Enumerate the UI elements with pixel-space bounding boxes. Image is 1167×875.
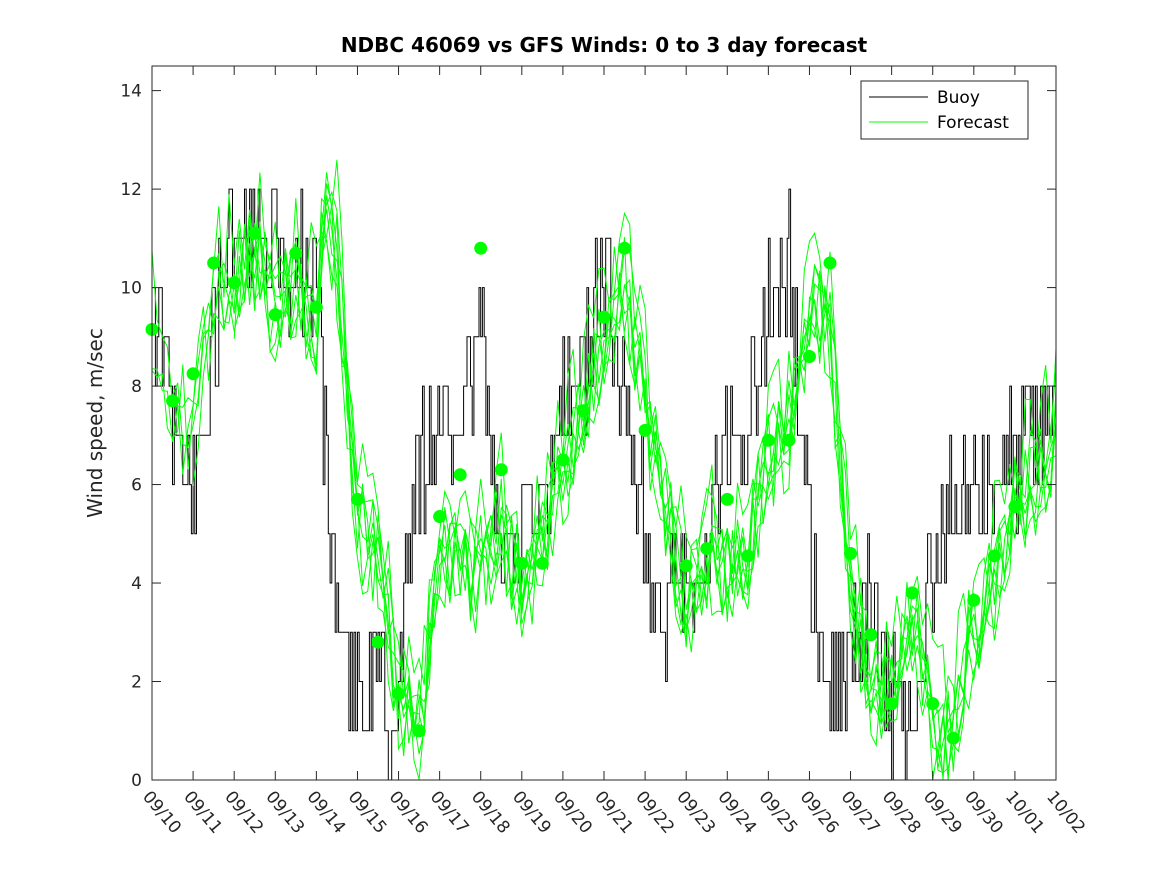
forecast-point <box>474 241 488 255</box>
forecast-point <box>700 542 714 556</box>
forecast-point <box>556 453 570 467</box>
forecast-point <box>946 731 960 745</box>
y-tick-label: 12 <box>120 180 142 200</box>
forecast-point <box>679 559 693 573</box>
forecast-point <box>885 697 899 711</box>
y-tick-label: 10 <box>120 279 142 299</box>
forecast-point <box>268 308 282 322</box>
forecast-point <box>987 549 1001 563</box>
legend-buoy-label: Buoy <box>937 88 980 108</box>
legend-forecast-label: Forecast <box>937 113 1009 133</box>
forecast-point <box>905 586 919 600</box>
forecast-point <box>782 433 796 447</box>
forecast-point <box>761 433 775 447</box>
forecast-point <box>392 687 406 701</box>
y-axis: 0 2 4 6 8 10 12 14 <box>120 82 1056 791</box>
forecast-point <box>371 635 385 649</box>
forecast-point <box>412 724 426 738</box>
forecast-point <box>248 226 262 240</box>
forecast-series-layer <box>151 159 1057 781</box>
forecast-point <box>741 549 755 563</box>
forecast-series-line <box>213 183 1057 781</box>
chart-title: NDBC 46069 vs GFS Winds: 0 to 3 day fore… <box>341 33 868 57</box>
forecast-series-line <box>151 159 1057 733</box>
forecast-point <box>1008 500 1022 514</box>
y-tick-label: 2 <box>131 673 142 693</box>
forecast-point <box>802 350 816 364</box>
y-tick-label: 4 <box>131 574 142 594</box>
forecast-point <box>967 593 981 607</box>
forecast-point <box>515 556 529 570</box>
legend-box <box>860 80 1029 140</box>
forecast-point <box>535 556 549 570</box>
y-tick-label: 8 <box>131 377 142 397</box>
forecast-point <box>618 241 632 255</box>
forecast-series-line <box>192 195 1057 780</box>
forecast-point <box>309 300 323 314</box>
forecast-point <box>207 256 221 270</box>
forecast-point <box>433 510 447 524</box>
forecast-series-line <box>254 208 1057 780</box>
forecast-points-layer <box>145 226 1022 745</box>
forecast-point <box>494 463 508 477</box>
forecast-point <box>597 310 611 324</box>
forecast-point <box>823 256 837 270</box>
forecast-point <box>186 367 200 381</box>
forecast-point <box>864 628 878 642</box>
y-tick-label: 0 <box>131 771 142 791</box>
y-tick-label: 14 <box>120 82 142 102</box>
forecast-point <box>926 697 940 711</box>
forecast-point <box>453 468 467 482</box>
legend: Buoy Forecast <box>860 80 1029 140</box>
forecast-point <box>166 394 180 408</box>
forecast-point <box>350 492 364 506</box>
forecast-point <box>576 404 590 418</box>
forecast-point <box>720 492 734 506</box>
forecast-point <box>638 423 652 437</box>
y-axis-label: Wind speed, m/sec <box>83 328 107 518</box>
forecast-point <box>227 276 241 290</box>
forecast-point <box>289 246 303 260</box>
forecast-point <box>844 546 858 560</box>
y-tick-label: 6 <box>131 476 142 496</box>
